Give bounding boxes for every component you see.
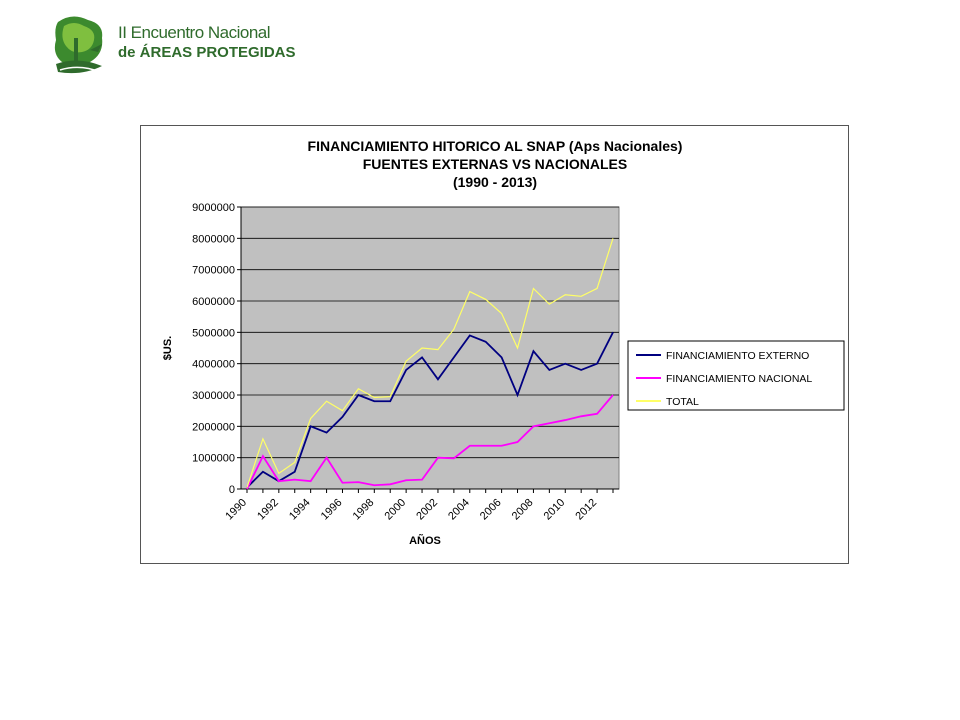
- series-line-total: [246, 238, 614, 488]
- grid-lines: [241, 206, 619, 490]
- legend-label: FINANCIAMIENTO NACIONAL: [666, 373, 812, 385]
- x-tick-label: 1998: [351, 497, 377, 523]
- y-tick-label: 6000000: [192, 296, 235, 308]
- y-tick-label: 7000000: [192, 265, 235, 277]
- logo-title: II Encuentro Nacional: [118, 23, 271, 42]
- logo-subtitle: de ÁREAS PROTEGIDAS: [118, 44, 296, 61]
- x-tick-label: 2012: [573, 497, 599, 523]
- legend-box: [627, 340, 845, 411]
- series-line-nacional: [246, 394, 614, 490]
- x-tick-label: 1996: [319, 497, 345, 523]
- x-tick-label: 2010: [542, 497, 568, 523]
- y-tick-label: 2000000: [192, 421, 235, 433]
- y-tick-label: 0: [229, 484, 235, 496]
- series-lines: [246, 238, 614, 490]
- y-tick-label: 1000000: [192, 453, 235, 465]
- y-tick-label: 5000000: [192, 327, 235, 339]
- logo-icon: [54, 16, 103, 74]
- x-tick-label: 2002: [414, 497, 440, 523]
- logo-text: II Encuentro Nacional de ÁREAS PROTEGIDA…: [118, 24, 296, 60]
- y-tick-label: 9000000: [192, 202, 235, 214]
- chart-container: FINANCIAMIENTO HITORICO AL SNAP (Aps Nac…: [140, 125, 849, 564]
- y-axis-title: $US.: [162, 336, 174, 360]
- x-tick-label: 2006: [478, 497, 504, 523]
- chart-title: FINANCIAMIENTO HITORICO AL SNAP (Aps Nac…: [308, 138, 683, 190]
- y-tick-label: 4000000: [192, 359, 235, 371]
- legend-label: TOTAL: [666, 396, 699, 408]
- line-chart: FINANCIAMIENTO HITORICO AL SNAP (Aps Nac…: [162, 138, 845, 547]
- chart-title-line: FUENTES EXTERNAS VS NACIONALES: [363, 156, 627, 172]
- chart-title-line: FINANCIAMIENTO HITORICO AL SNAP (Aps Nac…: [308, 138, 683, 154]
- legend-label: FINANCIAMIENTO EXTERNO: [666, 350, 809, 362]
- x-tick-label: 2000: [382, 497, 408, 523]
- x-tick-label: 2008: [510, 497, 536, 523]
- y-tick-label: 8000000: [192, 233, 235, 245]
- plot-area: [240, 206, 620, 490]
- y-axis: 0 1000000 2000000 3000000 4000000 5000000 6000…: [192, 202, 242, 496]
- legend: FINANCIAMIENTO EXTERNO FINANCIAMIENTO NAC…: [627, 340, 845, 411]
- series-line-externo: [246, 331, 614, 489]
- x-axis: 1990 1992 1994 1996 1998 2000 2002 2004 2006 2008…: [223, 488, 619, 523]
- x-axis-title: AÑOS: [409, 534, 441, 547]
- y-tick-label: 3000000: [192, 390, 235, 402]
- x-tick-label: 1994: [287, 497, 313, 523]
- x-tick-label: 1990: [223, 497, 249, 523]
- x-tick-label: 2004: [446, 497, 472, 523]
- x-tick-label: 1992: [255, 497, 281, 523]
- chart-title-line: (1990 - 2013): [453, 174, 537, 190]
